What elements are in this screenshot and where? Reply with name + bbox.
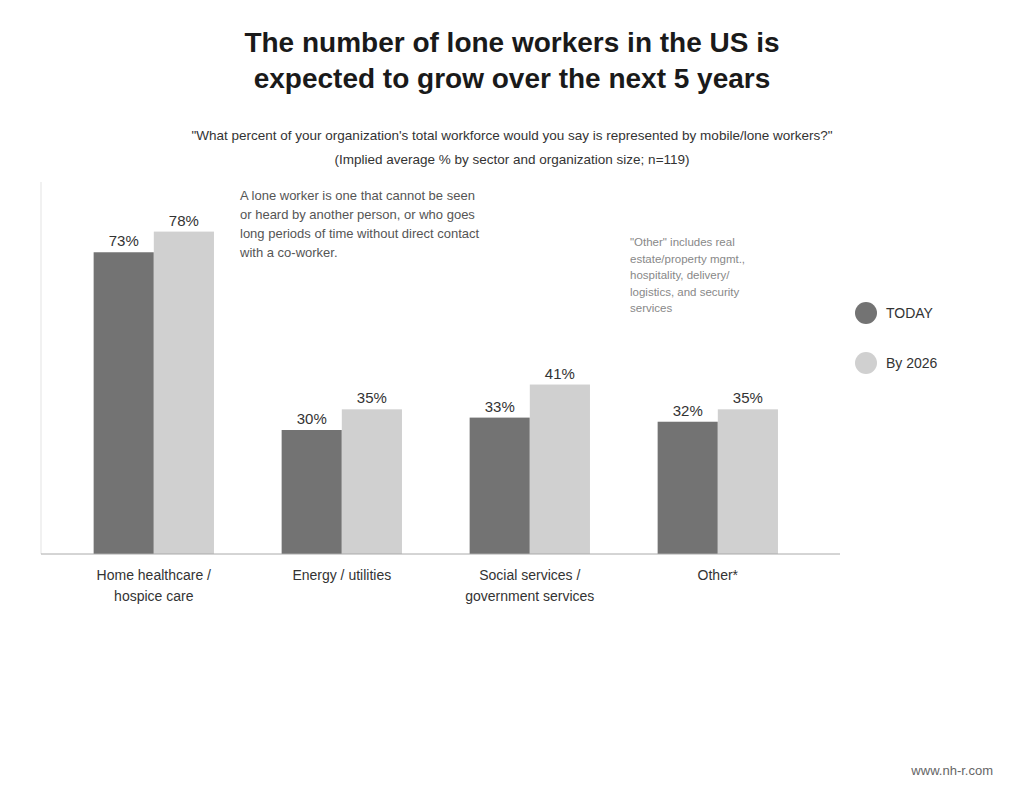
text-line: expected to grow over the next 5 years [254, 63, 771, 94]
x-tick-label: Other* [698, 567, 739, 583]
text-line: long periods of time without direct cont… [240, 226, 480, 241]
text-line: www.nh-r.com [910, 763, 993, 778]
bar [94, 252, 154, 554]
data-label: 30% [297, 410, 327, 427]
data-label: 32% [673, 402, 703, 419]
text-line: "Other" includes real [630, 236, 735, 248]
background [0, 0, 1024, 791]
text-line: government services [465, 588, 594, 604]
bar [342, 409, 402, 554]
annotation: A lone worker is one that cannot be seen… [239, 188, 480, 260]
x-tick-label: Social services / government services [465, 567, 594, 604]
annotation: "Other" includes real estate/property mgm… [630, 236, 745, 314]
data-label: 78% [169, 212, 199, 229]
data-label: 35% [357, 389, 387, 406]
text-line: estate/property mgmt., [630, 253, 745, 265]
legend-swatch [855, 302, 877, 324]
x-axis-line [41, 554, 840, 555]
legend: TODAY By 2026 [855, 302, 938, 374]
data-label: 33% [485, 398, 515, 415]
bars [94, 232, 778, 554]
text-line: hospice care [114, 588, 194, 604]
bar [282, 430, 342, 554]
text-line: or heard by another person, or who goes [240, 207, 475, 222]
bar [470, 418, 530, 554]
data-label: 73% [109, 232, 139, 249]
text-line: Other* [698, 567, 739, 583]
text-line: Energy / utilities [292, 567, 391, 583]
subtitle: "What percent of your organization's tot… [192, 128, 833, 143]
data-labels: 73% 30% 33% 32% 78% 35% 41% 35% [109, 212, 763, 427]
data-label: 35% [733, 389, 763, 406]
bar [154, 232, 214, 554]
text-line: services [630, 302, 672, 314]
title: The number of lone workers in the US is e… [244, 27, 779, 94]
bar [658, 422, 718, 554]
chart: The number of lone workers in the US is e… [0, 0, 1024, 791]
x-tick-label: Energy / utilities [292, 567, 391, 583]
legend-label: TODAY [886, 305, 934, 321]
y-axis-line [41, 182, 42, 554]
text-line: Home healthcare / [97, 567, 212, 583]
bar [718, 409, 778, 554]
annotation: www.nh-r.com [910, 763, 993, 778]
x-tick-label: Home healthcare / hospice care [97, 567, 212, 604]
text-line: The number of lone workers in the US is [244, 27, 779, 58]
text-line: A lone worker is one that cannot be seen [240, 188, 475, 203]
text-line: with a co-worker. [239, 245, 338, 260]
subtitle: (Implied average % by sector and organiz… [334, 152, 689, 167]
text-line: hospitality, delivery/ [630, 269, 730, 281]
data-label: 41% [545, 365, 575, 382]
legend-label: By 2026 [886, 355, 938, 371]
text-line: logistics, and security [630, 286, 740, 298]
text-line: Social services / [479, 567, 580, 583]
bar [530, 385, 590, 554]
legend-swatch [855, 352, 877, 374]
